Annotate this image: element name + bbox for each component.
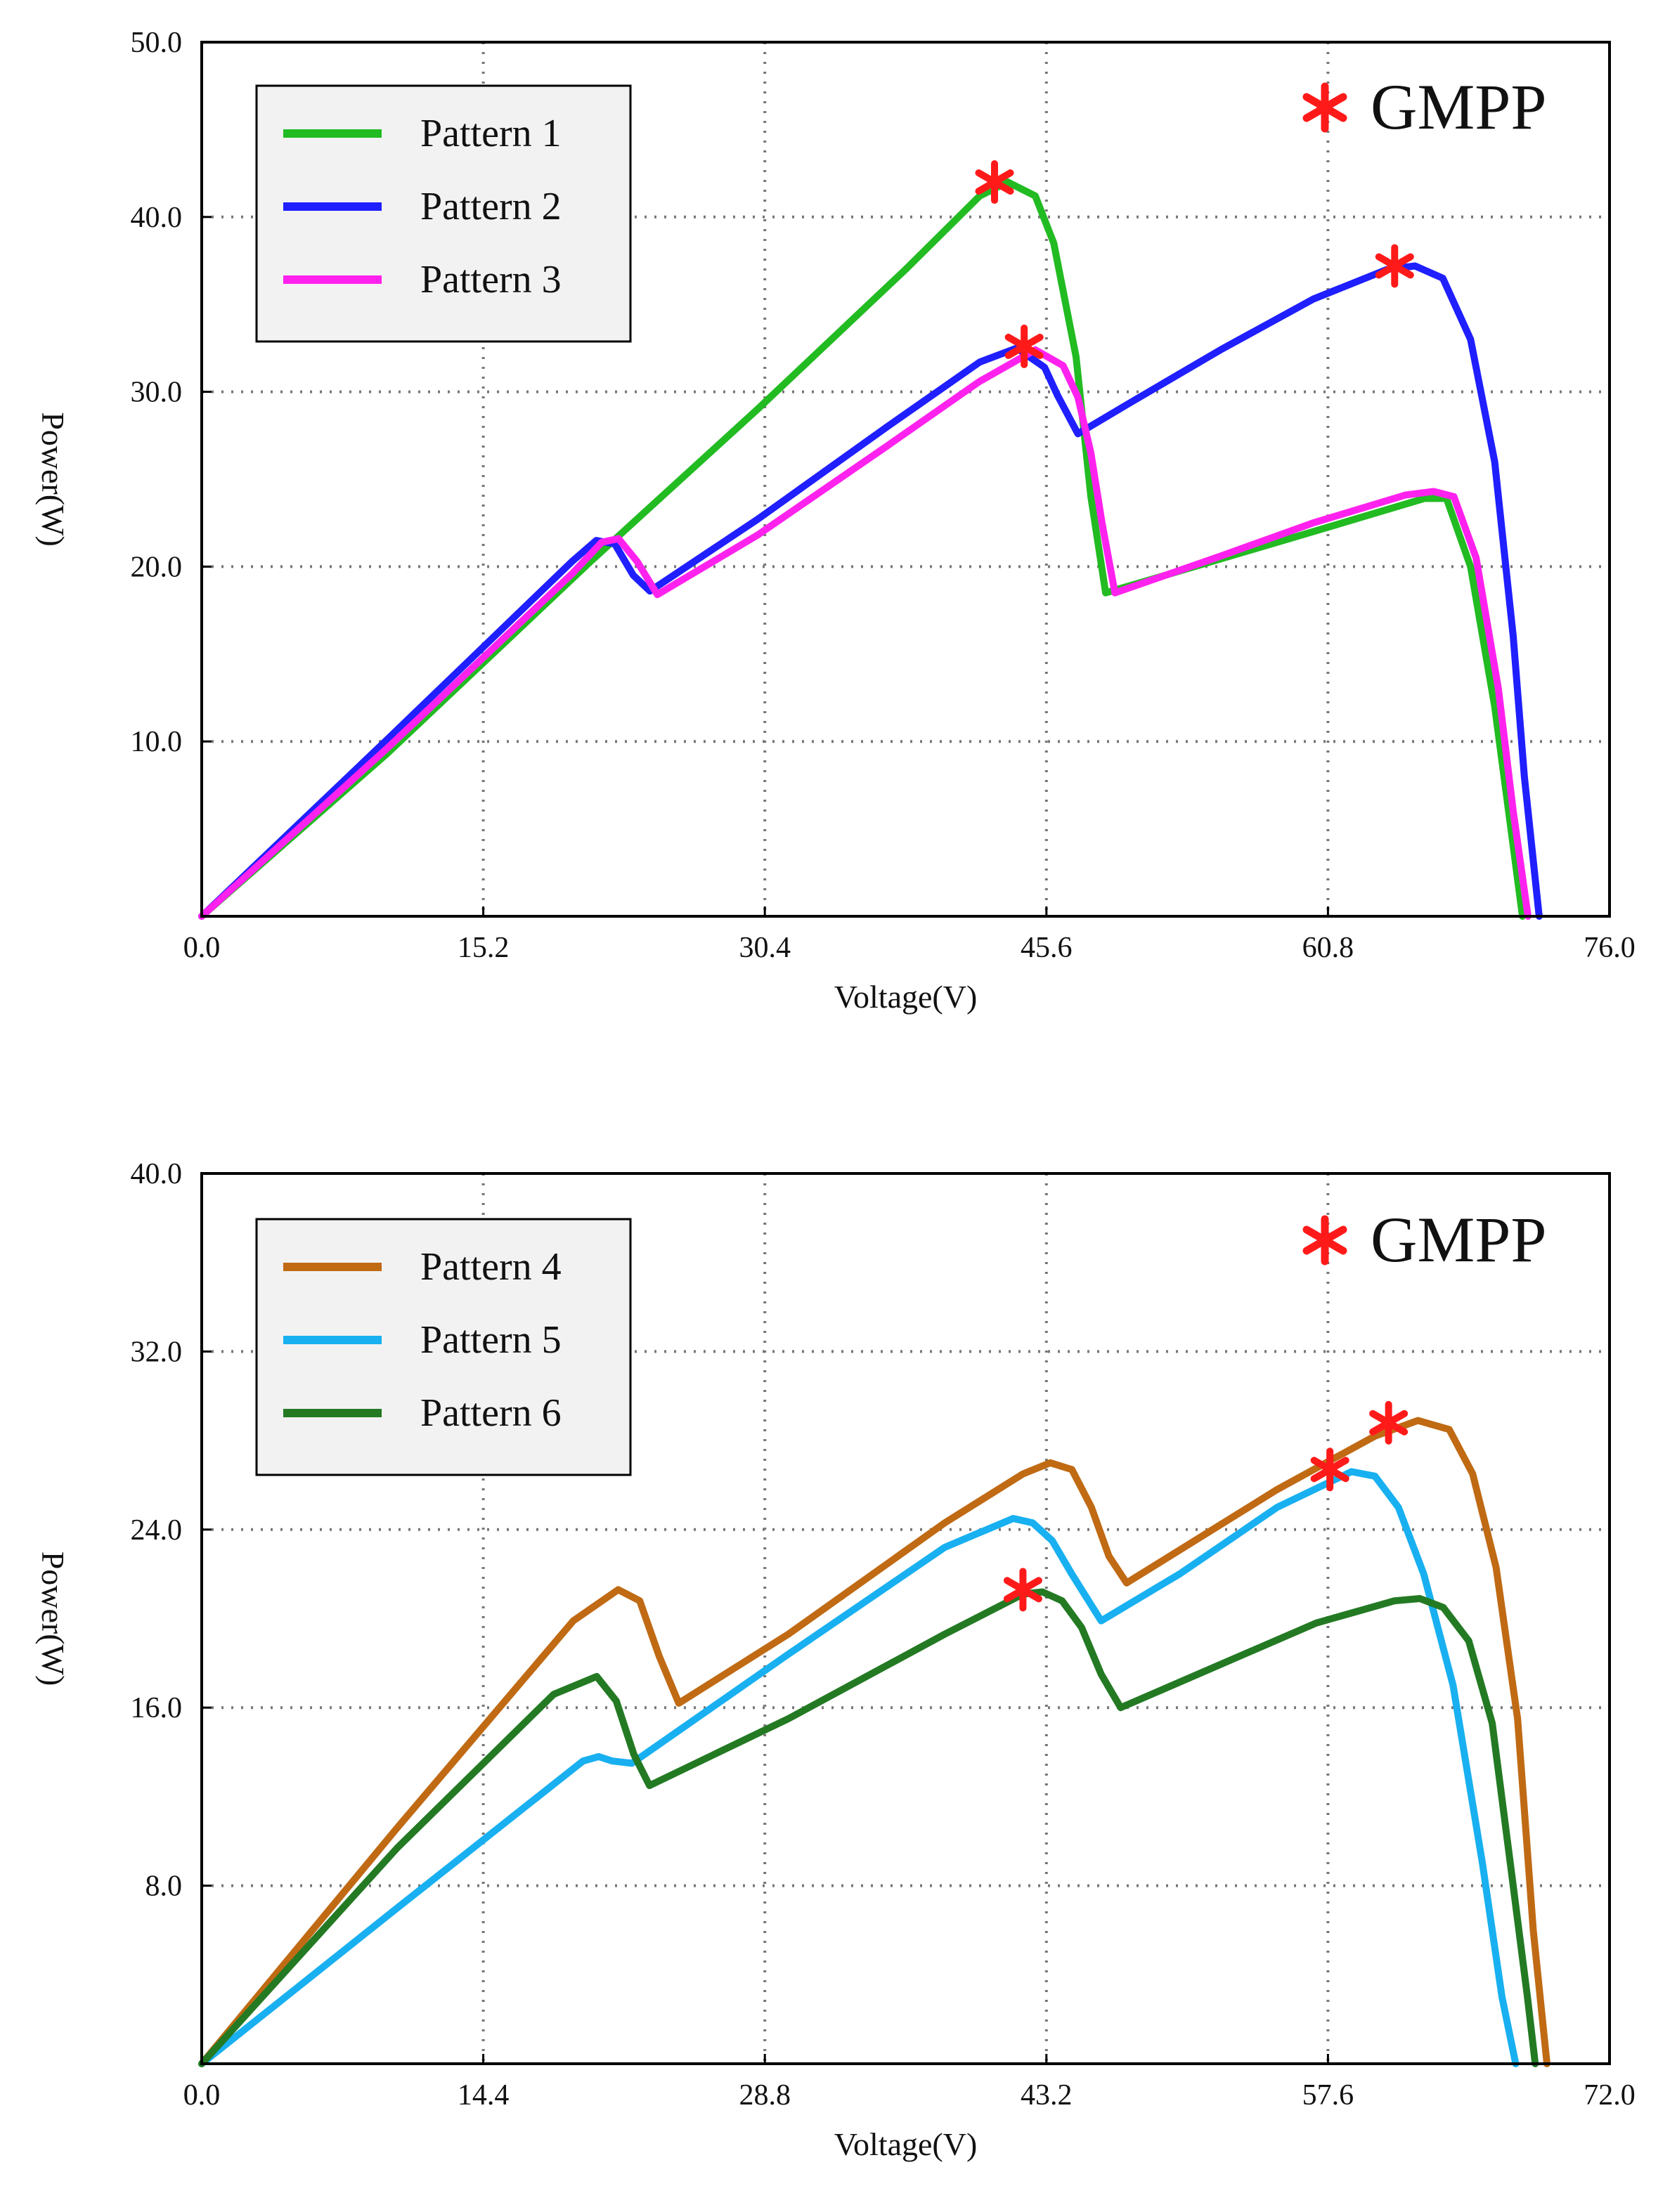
legend-label: Pattern 4	[420, 1245, 562, 1289]
plot-frame	[200, 41, 1611, 918]
y-axis-label: Power(W)	[35, 1551, 71, 1686]
y-tick-label: 40.0	[131, 202, 183, 234]
x-tick-label: 28.8	[739, 2079, 791, 2112]
x-tick-label: 72.0	[1584, 2079, 1636, 2112]
chart-bottom: 0.0 14.4 28.8 43.2 57.6 72.0 8.0 16.0 24.0 32.0 40…	[35, 1158, 1636, 2162]
legend-label: Pattern 2	[420, 185, 562, 228]
gmpp-legend-asterisk-icon	[1302, 1215, 1347, 1266]
x-tick-label: 57.6	[1302, 2079, 1354, 2112]
x-tick-label: 0.0	[183, 932, 221, 964]
plot-frame	[200, 1172, 1611, 2065]
legend: Pattern 1 Pattern 2 Pattern 3	[255, 84, 632, 343]
x-axis-label: Voltage(V)	[834, 2126, 978, 2162]
gmpp-marker-icon	[1375, 244, 1414, 288]
y-axis-label: Power(W)	[35, 412, 71, 547]
x-tick-label: 14.4	[458, 2079, 510, 2112]
series-line-pattern-5	[198, 1468, 1520, 2067]
legend: Pattern 4 Pattern 5 Pattern 6	[255, 1218, 632, 1476]
gmpp-marker-icon	[1003, 1568, 1042, 1612]
y-tick-label: 40.0	[131, 1158, 183, 1190]
gmpp-marker-icon	[975, 160, 1014, 204]
legend-box	[255, 84, 632, 343]
legend-label: Pattern 5	[420, 1318, 562, 1362]
x-axis-label: Voltage(V)	[834, 979, 978, 1015]
chart-top: 0.0 15.2 30.4 45.6 60.8 76.0 10.0 20.0 30.0 40.0 5…	[35, 27, 1636, 1015]
y-tick-label: 10.0	[131, 726, 183, 758]
gmpp-marker-icon	[1369, 1400, 1409, 1445]
series-line-pattern-6	[198, 1588, 1539, 2067]
series-lines	[198, 178, 1543, 920]
y-tick-label: 30.0	[131, 377, 183, 409]
y-tick-label: 24.0	[131, 1514, 183, 1547]
gmpp-annotation: GMPP	[1371, 71, 1547, 143]
legend-label: Pattern 1	[420, 112, 562, 155]
gmpp-marker-icon	[1310, 1447, 1349, 1492]
y-tick-label: 50.0	[131, 27, 183, 59]
legend-label: Pattern 3	[420, 258, 562, 301]
series-line-pattern-3	[198, 346, 1532, 920]
y-tick-label: 32.0	[131, 1336, 183, 1368]
series-line-pattern-2	[198, 262, 1543, 920]
x-tick-label: 30.4	[739, 932, 791, 964]
gmpp-annotation: GMPP	[1371, 1204, 1547, 1275]
x-tick-label: 43.2	[1021, 2079, 1073, 2112]
grid	[202, 42, 1610, 916]
x-origin-label: 0.0	[183, 2079, 221, 2112]
x-tick-label: 45.6	[1021, 932, 1073, 964]
legend-box	[255, 1218, 632, 1476]
x-tick-label: 60.8	[1302, 932, 1354, 964]
series-lines	[198, 1417, 1550, 2067]
legend-label: Pattern 6	[420, 1391, 562, 1435]
gmpp-legend-asterisk-icon	[1302, 82, 1347, 133]
y-tick-label: 20.0	[131, 551, 183, 583]
y-tick-label: 8.0	[145, 1871, 183, 1903]
series-line-pattern-1	[198, 178, 1527, 920]
x-origin-label: 0.0	[183, 932, 221, 964]
x-tick-label: 76.0	[1584, 932, 1636, 964]
x-tick-label: 0.0	[183, 2079, 221, 2112]
series-line-pattern-4	[198, 1417, 1550, 2067]
gmpp-marker-icon	[1004, 324, 1044, 368]
x-tick-label: 15.2	[458, 932, 510, 964]
y-tick-label: 16.0	[131, 1692, 183, 1724]
